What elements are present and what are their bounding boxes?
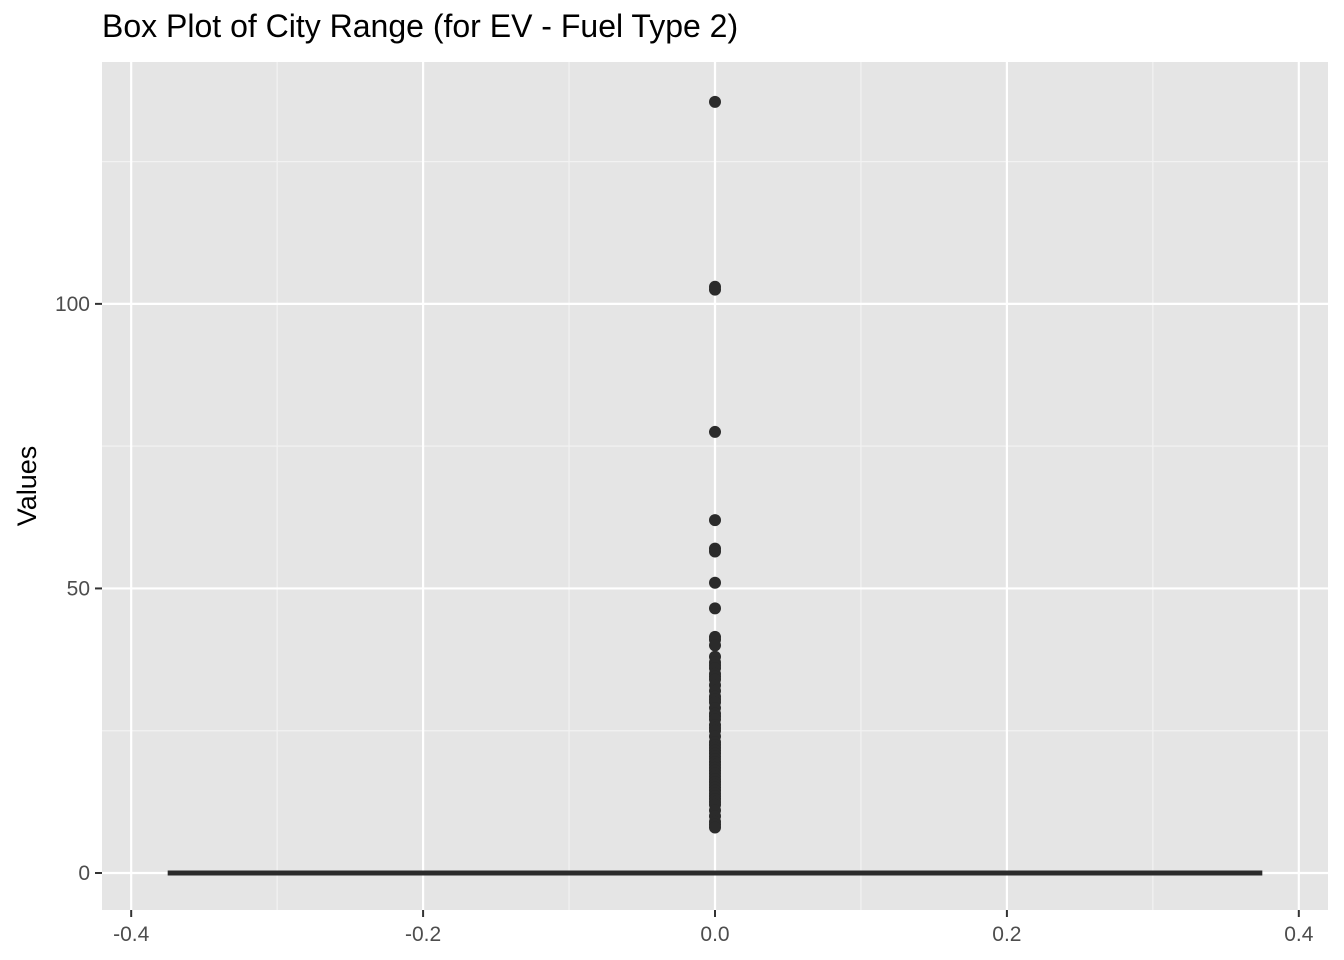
x-tick-label: 0.4 bbox=[1284, 923, 1314, 946]
outlier-point bbox=[709, 602, 721, 615]
outlier-point bbox=[709, 283, 721, 296]
outlier-point bbox=[709, 545, 721, 558]
outlier-point bbox=[709, 576, 721, 589]
y-axis-title: Values bbox=[12, 446, 42, 527]
y-tick-label: 0 bbox=[78, 862, 90, 885]
chart-title: Box Plot of City Range (for EV - Fuel Ty… bbox=[102, 8, 739, 44]
y-tick-label: 50 bbox=[67, 577, 90, 600]
x-tick-label: -0.2 bbox=[405, 923, 441, 946]
outlier-point bbox=[709, 514, 721, 527]
outlier-point bbox=[709, 95, 721, 108]
y-tick-label: 100 bbox=[55, 293, 90, 316]
x-tick-label: 0.0 bbox=[700, 923, 729, 946]
outlier-point bbox=[709, 639, 721, 652]
x-tick-label: 0.2 bbox=[992, 923, 1021, 946]
outlier-point bbox=[709, 821, 721, 834]
outlier-point bbox=[709, 425, 721, 438]
x-tick-label: -0.4 bbox=[113, 923, 150, 946]
